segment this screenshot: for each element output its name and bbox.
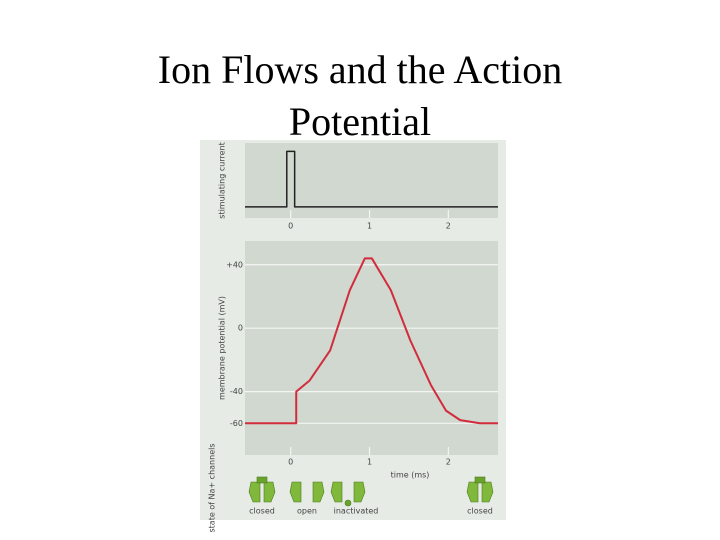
channel-gate bbox=[474, 476, 486, 484]
slide-title: Ion Flows and the Action Potential bbox=[157, 47, 563, 144]
y-tick-label: 0 bbox=[238, 324, 243, 333]
channel-state-label: open bbox=[297, 507, 317, 516]
y-axis-label: membrane potential (mV) bbox=[218, 296, 227, 400]
channel-half bbox=[289, 481, 302, 503]
inactivation-ball bbox=[344, 499, 352, 507]
channel-icon bbox=[466, 476, 494, 503]
channel-icon bbox=[248, 476, 276, 503]
y-tick-label: -60 bbox=[230, 419, 243, 428]
x-tick-label: 0 bbox=[288, 458, 293, 467]
x-tick-label: 0 bbox=[288, 222, 293, 231]
y-tick-label: -40 bbox=[230, 387, 243, 396]
channel-icon bbox=[289, 481, 325, 503]
channel-half bbox=[312, 481, 325, 503]
channel-half bbox=[353, 481, 366, 503]
channel-state-label: closed bbox=[467, 507, 493, 516]
channel-half bbox=[330, 481, 343, 503]
channel-state-label: closed bbox=[249, 507, 275, 516]
channel-state-label: inactivated bbox=[334, 507, 379, 516]
x-tick-label: 2 bbox=[446, 458, 451, 467]
x-tick-label: 1 bbox=[367, 458, 372, 467]
y-tick-label: +40 bbox=[226, 260, 243, 269]
channel-gate bbox=[256, 476, 268, 484]
x-tick-label: 1 bbox=[367, 222, 372, 231]
line bbox=[245, 150, 498, 208]
x-axis-label: time (ms) bbox=[391, 471, 430, 480]
y-axis-label: stimulating current bbox=[218, 142, 227, 218]
x-tick-label: 2 bbox=[446, 222, 451, 231]
potential-panel bbox=[245, 241, 498, 455]
channel-icon bbox=[330, 481, 366, 507]
channel-panel-label: state of Na+ channels bbox=[208, 443, 217, 532]
line bbox=[245, 257, 498, 425]
